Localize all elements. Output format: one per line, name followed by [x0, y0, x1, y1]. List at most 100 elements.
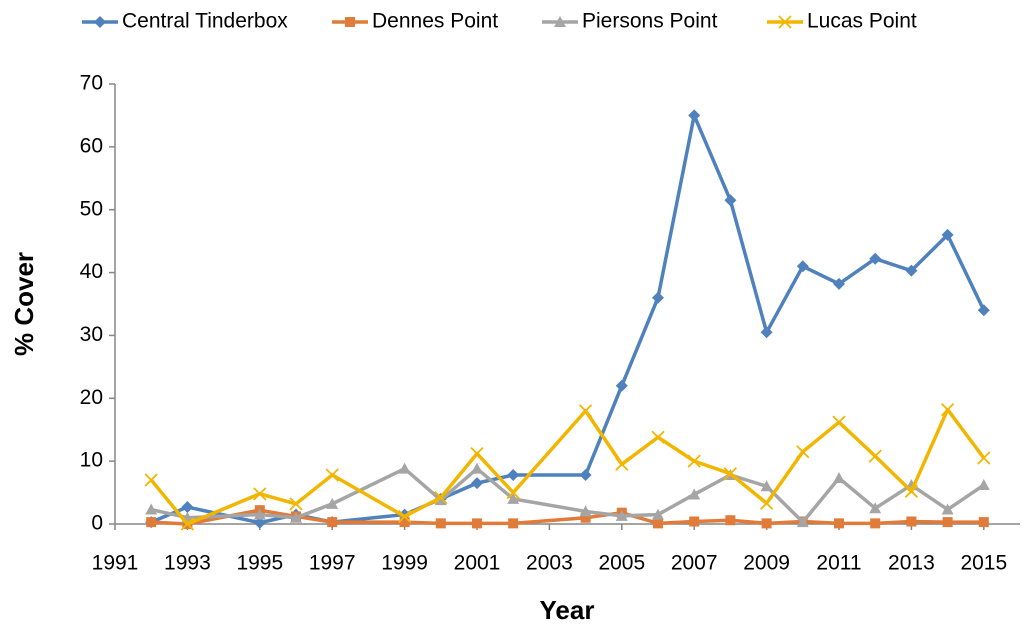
marker — [904, 484, 919, 498]
marker — [472, 518, 482, 529]
marker — [470, 446, 484, 461]
marker — [434, 494, 447, 506]
marker — [834, 518, 844, 529]
marker — [145, 503, 158, 515]
marker — [978, 517, 989, 528]
marker — [507, 492, 520, 504]
marker — [146, 517, 157, 528]
marker — [508, 518, 519, 529]
x-tick-label: 2005 — [598, 552, 645, 575]
marker — [180, 517, 195, 531]
marker — [398, 462, 411, 474]
legend-label: Piersons Point — [582, 10, 718, 33]
x-axis-label: Year — [540, 595, 595, 625]
legend-label: Dennes Point — [372, 10, 498, 33]
marker — [652, 508, 664, 520]
marker — [869, 252, 882, 265]
marker — [760, 480, 773, 492]
marker — [652, 291, 664, 304]
marker — [761, 518, 772, 529]
marker — [725, 515, 736, 526]
marker — [688, 488, 701, 500]
legend-marker — [345, 17, 355, 27]
marker — [688, 109, 701, 122]
marker — [724, 194, 737, 207]
x-tick-label: 1991 — [92, 552, 139, 575]
marker — [796, 445, 810, 459]
marker — [905, 264, 918, 277]
marker — [940, 402, 955, 417]
marker — [434, 490, 448, 505]
marker — [651, 430, 665, 444]
x-tick-label: 2009 — [743, 552, 790, 575]
marker — [325, 468, 339, 482]
marker — [796, 516, 809, 528]
marker — [471, 477, 483, 490]
marker — [326, 497, 339, 509]
marker — [615, 379, 628, 392]
y-axis-label: % Cover — [9, 252, 39, 356]
marker — [941, 503, 954, 515]
x-tick-label: 2015 — [960, 552, 1007, 575]
marker — [977, 479, 990, 491]
marker — [578, 404, 593, 418]
y-tick-label: 20 — [80, 386, 103, 409]
marker — [977, 451, 991, 465]
marker — [253, 516, 266, 529]
legend-marker — [554, 16, 566, 27]
marker — [759, 496, 774, 510]
marker — [869, 502, 882, 514]
y-tick-label: 30 — [80, 323, 103, 346]
marker — [144, 473, 158, 487]
marker — [687, 454, 701, 468]
marker — [397, 509, 412, 524]
x-tick-label: 2003 — [526, 552, 573, 575]
y-tick-label: 60 — [80, 134, 103, 157]
x-tick-label: 1999 — [381, 552, 428, 575]
marker — [507, 468, 520, 481]
marker — [471, 462, 483, 474]
marker — [399, 517, 410, 528]
legend-label: Lucas Point — [807, 10, 917, 33]
marker — [289, 497, 303, 511]
y-tick-label: 40 — [80, 260, 103, 283]
marker — [506, 485, 520, 500]
marker — [653, 518, 663, 529]
marker — [580, 512, 591, 523]
x-tick-label: 1997 — [309, 552, 356, 575]
x-tick-label: 1993 — [164, 552, 211, 575]
marker — [833, 472, 845, 484]
legend-label: Central Tinderbox — [122, 10, 288, 33]
series-line — [150, 113, 986, 525]
x-tick-label: 2013 — [888, 552, 935, 575]
y-tick-label: 50 — [80, 197, 103, 220]
x-tick-label: 2011 — [816, 552, 861, 575]
x-tick-label: 1995 — [236, 552, 283, 575]
marker — [870, 518, 881, 529]
marker — [579, 468, 592, 481]
y-tick-label: 70 — [80, 72, 103, 95]
marker — [253, 508, 266, 520]
marker — [760, 326, 773, 339]
marker — [868, 449, 882, 463]
marker — [906, 516, 917, 527]
y-tick-label: 0 — [91, 512, 103, 535]
x-tick-label: 2007 — [671, 552, 718, 575]
marker — [689, 516, 700, 527]
marker — [832, 415, 846, 429]
marker — [327, 517, 338, 528]
marker — [181, 501, 194, 514]
marker — [435, 518, 446, 529]
marker — [833, 277, 845, 290]
marker — [579, 505, 592, 517]
marker — [796, 260, 809, 273]
marker — [941, 228, 954, 241]
x-tick-label: 2001 — [454, 552, 501, 575]
marker — [977, 304, 990, 317]
marker — [290, 511, 302, 523]
marker — [723, 467, 738, 481]
marker — [615, 509, 628, 521]
marker — [253, 487, 267, 501]
marker — [615, 457, 629, 471]
